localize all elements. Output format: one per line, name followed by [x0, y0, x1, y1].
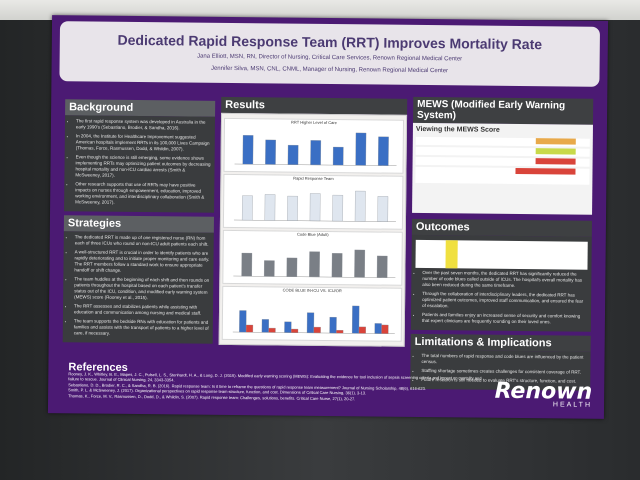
chart-bar: [313, 326, 321, 334]
background-bullet: Even though the science is still emergin…: [75, 154, 210, 179]
chart-bar: [336, 330, 344, 334]
results-column: Results RRT Higher Level of Care Rapid R…: [218, 96, 408, 347]
bar-chart: [232, 305, 395, 334]
mews-heading: MEWS (Modified Early Warning System): [412, 96, 594, 125]
outcomes-bullet: Over the past seven months, the dedicate…: [422, 270, 587, 290]
chart-bar: [264, 260, 275, 277]
background-bullet: In 2004, the Institute for Healthcare Im…: [76, 133, 211, 152]
chart-bar: [242, 135, 254, 165]
background-heading: Background: [65, 99, 216, 117]
chart-bar: [358, 326, 366, 334]
chart-bar: [286, 257, 298, 277]
background-bullet: The first rapid response system was deve…: [76, 118, 211, 131]
outcomes-bullet: Patients and families enjoy an increased…: [422, 312, 587, 326]
chart-bar: [291, 328, 299, 333]
chart-bar: [377, 196, 389, 222]
outcomes-table: [415, 239, 588, 270]
strategies-bullet: The team huddles at the beginning of eac…: [74, 276, 209, 301]
chart-bar: [310, 140, 322, 166]
outcomes-highlight: [445, 240, 458, 269]
mews-panel: Viewing the MEWS Score: [412, 122, 593, 215]
left-column: Background The first rapid response syst…: [62, 99, 216, 344]
chart-code-blue-icu: CODE BLUE IN-ICU VS. ICU/OR: [221, 285, 403, 342]
chart-bar: [239, 310, 247, 333]
chart-bar: [378, 136, 389, 166]
chart-bar: [287, 144, 299, 165]
strategies-bullet: The RRT assesses and stabilizes patients…: [74, 303, 209, 316]
outcomes-bullet: Through the collaboration of interdiscip…: [422, 291, 587, 311]
chart-bar: [309, 193, 321, 222]
bar-chart: [233, 249, 396, 278]
chart-bar: [355, 132, 367, 166]
mews-color-bar: [515, 167, 576, 175]
background-bullet: Other research supports that use of RRTs…: [75, 181, 210, 206]
chart-bar: [331, 253, 343, 278]
authors-line-1: Jana Elliott, MSN, RN, Director of Nursi…: [197, 53, 463, 63]
mews-row: [415, 146, 590, 157]
chart-bar: [265, 139, 276, 165]
references-section: References Rooney, J. K., Whitley, B. E.…: [68, 361, 488, 402]
strategies-bullet: The team supports the bedside RNs with e…: [74, 318, 209, 337]
poster-header: Dedicated Rapid Response Team (RRT) Impr…: [59, 21, 601, 87]
chart-bar: [354, 190, 366, 222]
results-heading: Results: [221, 96, 408, 115]
outcomes-box: Over the past seven months, the dedicate…: [410, 234, 592, 332]
bar-chart: [234, 132, 397, 166]
strategies-bullet: A well-structured RRT is crucial in orde…: [74, 249, 209, 274]
chart-bar: [241, 252, 253, 277]
chart-bar: [381, 324, 389, 334]
mews-row: [415, 156, 590, 167]
chart-bar: [245, 324, 254, 333]
mews-row: [415, 136, 590, 147]
poster-title: Dedicated Rapid Response Team (RRT) Impr…: [117, 31, 543, 53]
chart-bar: [284, 321, 292, 333]
chart-bar: [309, 251, 320, 278]
chart-bar: [332, 146, 344, 166]
mews-color-bar: [535, 138, 576, 145]
chart-bar: [354, 249, 366, 278]
chart-bar: [352, 305, 360, 334]
chart-higher-level-of-care: RRT Higher Level of Care: [223, 117, 405, 174]
limitations-bullet: The total numbers of rapid response and …: [421, 353, 586, 367]
background-box: The first rapid response system was deve…: [64, 115, 216, 213]
outcomes-heading: Outcomes: [411, 218, 592, 237]
limitations-heading: Limitations & Implications: [410, 333, 591, 352]
results-charts-panel: RRT Higher Level of Care Rapid Response …: [218, 112, 408, 347]
chart-bar: [287, 195, 298, 221]
authors-line-2: Jennifer Silva, MSN, CNL, CNML, Manager …: [210, 65, 449, 75]
chart-bar: [329, 317, 337, 334]
chart-bar: [268, 327, 276, 333]
bar-chart: [233, 190, 396, 222]
chart-code-blue-adult: Code Blue (Adult): [222, 229, 403, 286]
mews-color-bar: [535, 148, 576, 155]
chart-bar: [332, 194, 344, 222]
strategies-bullet: The dedicated RRT is made up of one regi…: [75, 234, 210, 247]
mews-color-bar: [535, 158, 576, 165]
mews-subheading: Viewing the MEWS Score: [415, 125, 500, 134]
renown-logo: Renown HEALTH: [494, 379, 593, 409]
chart-bar: [264, 194, 276, 221]
chart-bar: [374, 323, 382, 334]
chart-bar: [306, 312, 315, 334]
strategies-heading: Strategies: [63, 215, 214, 233]
mews-table: [415, 166, 590, 185]
right-column: MEWS (Modified Early Warning System) Vie…: [410, 96, 594, 391]
chart-bar: [242, 195, 253, 221]
chart-bar: [376, 255, 388, 278]
chart-rapid-response-team: Rapid Response Team: [222, 173, 404, 230]
research-poster: Dedicated Rapid Response Team (RRT) Impr…: [47, 15, 609, 419]
chart-bar: [261, 319, 269, 333]
strategies-box: The dedicated RRT is made up of one regi…: [62, 231, 214, 344]
